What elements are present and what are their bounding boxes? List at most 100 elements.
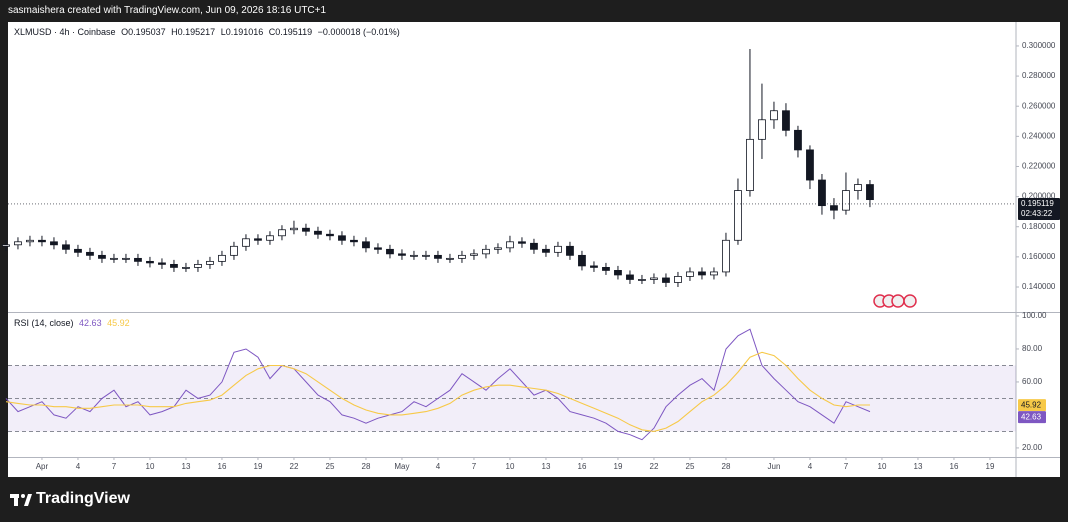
candle-body	[554, 245, 562, 253]
candle-body	[590, 265, 598, 268]
ohlc-value: 0.195119	[275, 27, 313, 37]
candle-body	[170, 263, 178, 268]
x-tick-label: 10	[146, 462, 155, 471]
candle-body	[242, 238, 250, 247]
candle-body	[2, 244, 10, 247]
candle-body	[98, 254, 106, 259]
footer-logo: TradingView	[36, 490, 130, 507]
event-icon[interactable]	[903, 294, 917, 308]
credit: sasmaishera created with TradingView.com…	[8, 5, 327, 16]
ohlc-value: 0.195037	[128, 27, 166, 37]
candle-body	[518, 241, 526, 244]
rsi-ma-value: 45.92	[107, 318, 130, 328]
y-tick-label: 0.160000	[1022, 252, 1056, 261]
candle-body	[350, 239, 358, 243]
candle-body	[62, 244, 70, 250]
y-tick-label: 0.300000	[1022, 41, 1056, 50]
candle-body	[542, 248, 550, 253]
candle-body	[422, 254, 430, 257]
candle-body	[386, 248, 394, 255]
candle-body	[398, 253, 406, 256]
ohlc-label: O	[121, 27, 129, 37]
candle-body	[458, 254, 466, 259]
price-legend: XLMUSD · 4h · Coinbase O0.195037 H0.1952…	[14, 27, 403, 37]
last-price-badge	[1018, 197, 1060, 220]
x-tick-label: 7	[844, 462, 849, 471]
rsi-badge-label: 45.92	[1021, 400, 1042, 409]
y-tick-label: 0.180000	[1022, 222, 1056, 231]
y-tick-label: 0.240000	[1022, 131, 1056, 140]
x-tick-label: Jun	[768, 462, 781, 471]
candle-body	[194, 263, 202, 268]
candle-body	[434, 254, 442, 259]
candle-body	[770, 110, 778, 121]
y-tick-label: 0.200000	[1022, 192, 1056, 201]
candle-body	[362, 241, 370, 249]
candle-body	[530, 242, 538, 250]
candle-body	[794, 129, 802, 151]
candle-body	[494, 247, 502, 250]
candle-body	[782, 110, 790, 131]
candle-body	[134, 257, 142, 262]
candle-body	[506, 241, 514, 249]
x-tick-label: 16	[578, 462, 587, 471]
x-tick-label: 13	[182, 462, 191, 471]
y-tick-label: 100.00	[1022, 311, 1047, 320]
rsi-value: 42.63	[79, 318, 102, 328]
ohlc-value: 0.191016	[225, 27, 264, 37]
candle-body	[338, 235, 346, 241]
x-tick-label: 25	[326, 462, 335, 471]
ohlc-label: C	[268, 27, 276, 37]
candle-body	[86, 251, 94, 256]
candle-body	[230, 245, 238, 256]
countdown: 02:43:22	[1021, 209, 1053, 218]
x-tick-label: 28	[722, 462, 731, 471]
candle-body	[470, 253, 478, 256]
candles	[2, 48, 874, 287]
rsi-line	[5, 351, 870, 432]
candle-body	[158, 262, 166, 265]
candle-body	[146, 260, 154, 264]
candle-body	[698, 271, 706, 276]
y-tick-label: 60.00	[1022, 377, 1043, 386]
x-tick-label: 25	[686, 462, 695, 471]
x-tick-label: 4	[436, 462, 441, 471]
event-icon[interactable]	[891, 294, 905, 308]
candle-body	[854, 184, 862, 191]
candle-body	[326, 233, 334, 237]
candle-body	[254, 238, 262, 241]
candle-body	[722, 239, 730, 273]
x-tick-label: 13	[542, 462, 551, 471]
y-tick-label: 0.280000	[1022, 71, 1056, 80]
y-tick-label: 0.260000	[1022, 101, 1056, 110]
candle-body	[278, 229, 286, 237]
x-tick-label: 22	[650, 462, 659, 471]
last-price-label: 0.195119	[1021, 199, 1054, 208]
x-tick-label: 16	[950, 462, 959, 471]
candle-body	[566, 245, 574, 256]
candle-body	[302, 227, 310, 232]
x-tick-label: 7	[472, 462, 477, 471]
change: −0.000018 (−0.01%)	[317, 27, 400, 37]
candle-body	[578, 254, 586, 267]
candle-body	[446, 257, 454, 260]
candle-body	[818, 179, 826, 207]
y-tick-label: 0.220000	[1022, 162, 1056, 171]
candle-body	[602, 267, 610, 271]
ohlc-label: H	[171, 27, 178, 37]
candle-body	[866, 184, 874, 201]
x-tick-label: 4	[76, 462, 81, 471]
candle-body	[662, 277, 670, 283]
x-tick-label: Apr	[36, 462, 49, 471]
candle-body	[734, 190, 742, 241]
candle-body	[758, 119, 766, 140]
x-tick-label: 4	[808, 462, 813, 471]
candle-body	[122, 257, 130, 260]
event-icons[interactable]	[873, 294, 917, 308]
candle-body	[674, 276, 682, 283]
candle-body	[806, 149, 814, 181]
candle-body	[626, 274, 634, 280]
candle-body	[74, 248, 82, 253]
candle-body	[638, 279, 646, 281]
